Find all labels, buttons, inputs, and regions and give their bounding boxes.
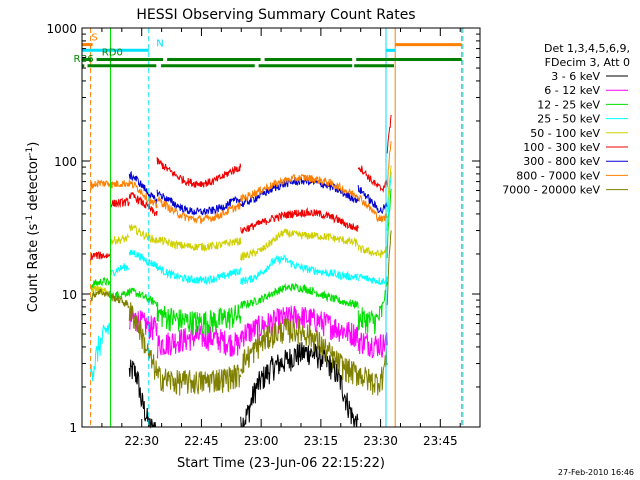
series-800-7000-kev-segment-3 [156,196,241,225]
legend-label-6-12-kev: 6 - 12 keV [544,84,600,97]
series-100-300-kev [90,114,392,262]
series-25-50-kev-segment-0 [90,322,111,382]
series-100-300-kev-segment-2 [128,191,158,216]
series-25-50-kev-segment-6 [386,171,392,231]
series-800-7000-kev [90,141,392,225]
series-800-7000-kev-segment-5 [358,194,388,223]
legend-label-7000-20000-kev: 7000 - 20000 keV [502,184,600,197]
series-7000-20000-kev-segment-3 [156,364,242,396]
y-axis: 1 10 100 1000 [46,22,480,435]
series-7000-20000-kev-segment-2 [128,302,158,380]
x-tick-label: 22:30 [124,434,159,448]
x-tick-label: 23:15 [304,434,339,448]
series-100-300-kev-segment-5 [357,165,388,193]
series-3-6-kev [128,342,359,429]
chart-title: HESSI Observing Summary Count Rates [136,7,415,23]
series-800-7000-kev-segment-1 [110,179,130,189]
series-12-25-kev-segment-0 [90,276,111,290]
series-100-300-kev-segment-3 [156,157,242,188]
y-axis-label-main: Count Rate (s [26,224,41,313]
series-25-50-kev-segment-3 [156,263,242,286]
footer-date: 27-Feb-2010 16:46 [558,468,634,477]
series-3-6-kev-segment-2 [309,343,359,428]
series-3-6-kev-segment-1 [240,342,311,428]
series-50-100-kev-segment-6 [386,165,392,213]
series-50-100-kev-segment-5 [357,244,388,259]
vertical-markers [90,28,464,427]
state-label-s: S [91,33,97,44]
series-3-6-kev-segment-0 [128,359,158,429]
legend-label-12-25-kev: 12 - 25 keV [537,98,600,111]
legend-label-100-300-kev: 100 - 300 keV [523,141,600,154]
x-tick-label: 23:00 [244,434,279,448]
series-7000-20000-kev-segment-6 [386,230,392,306]
y-axis-label-end: ) [26,142,41,147]
x-axis-label: Start Time (23-Jun-06 22:15:22) [177,456,385,471]
attenuator-state-bars: S N RD0 RB6 [74,33,462,68]
series-12-25-kev-segment-3 [156,302,242,336]
state-label-n: N [156,38,163,49]
y-tick-label: 1000 [46,22,77,36]
legend-header-detectors: Det 1,3,4,5,6,9, [544,42,630,55]
series-12-25-kev-segment-6 [386,188,392,259]
x-tick-label: 22:45 [184,434,219,448]
y-tick-label: 100 [54,155,77,169]
series-25-50-kev-segment-2 [128,249,158,269]
series-7000-20000-kev-segment-1 [110,293,130,309]
series-50-100-kev-segment-1 [110,232,130,245]
series-100-300-kev-segment-0 [90,251,111,262]
state-label-rb6: RB6 [74,54,94,65]
y-tick-label: 10 [62,288,77,302]
series-25-50-kev-segment-5 [357,273,388,286]
series-50-100-kev-segment-3 [156,236,242,252]
series-7000-20000-kev-segment-0 [90,288,111,302]
series-50-100-kev-segment-4 [240,228,359,262]
y-axis-label-sup1: -1 [25,215,35,224]
series-6-12-kev-segment-0 [128,308,158,341]
series-800-7000-kev-segment-6 [386,141,392,188]
legend-label-3-6-kev: 3 - 6 keV [551,70,600,83]
y-axis-label-mid: detector [26,155,41,215]
series-6-12-kev-segment-1 [156,325,242,360]
series-800-7000-kev-segment-4 [240,173,359,203]
y-axis-label: Count Rate (s-1 detector-1) [25,142,41,313]
legend-label-800-7000-kev: 800 - 7000 keV [516,169,600,182]
series-800-7000-kev-segment-0 [90,179,111,190]
legend-label-50-100-kev: 50 - 100 keV [530,127,600,140]
series-12-25-kev-segment-4 [240,282,359,310]
plot-content [90,114,392,429]
series-25-50-kev-segment-1 [110,263,130,277]
series-800-7000-kev-segment-2 [128,181,158,209]
legend-label-25-50-kev: 25 - 50 keV [537,113,600,126]
y-tick-label: 1 [69,421,77,435]
x-axis: 22:30 22:45 23:00 23:15 23:30 23:45 [81,28,461,448]
state-label-rd0: RD0 [102,48,123,59]
x-tick-label: 23:30 [363,434,398,448]
x-tick-label: 23:45 [423,434,458,448]
series-50-100-kev-segment-2 [128,224,158,244]
series-7000-20000-kev [90,230,392,396]
legend-label-300-800-kev: 300 - 800 keV [523,155,600,168]
legend-header-decimation: FDecim 3, Att 0 [545,56,630,69]
series-12-25-kev-segment-5 [357,281,388,335]
y-axis-label-sup2: -1 [25,147,35,156]
series-25-50-kev-segment-4 [240,254,359,285]
series-25-50-kev [90,171,392,382]
series-12-25-kev-segment-2 [128,287,158,307]
series-7000-20000-kev-segment-5 [357,347,388,396]
legend: Det 1,3,4,5,6,9, FDecim 3, Att 0 3 - 6 k… [502,42,630,197]
series-100-300-kev-segment-1 [110,196,130,208]
series-300-800-kev-segment-0 [128,170,158,205]
series-7000-20000-kev-segment-4 [240,318,359,387]
series-300-800-kev-segment-3 [357,185,388,215]
series-100-300-kev-segment-4 [240,206,359,235]
series-300-800-kev-segment-1 [156,189,242,216]
series-50-100-kev [90,165,392,296]
series-6-12-kev-segment-3 [357,332,388,359]
series-100-300-kev-segment-6 [386,114,392,154]
